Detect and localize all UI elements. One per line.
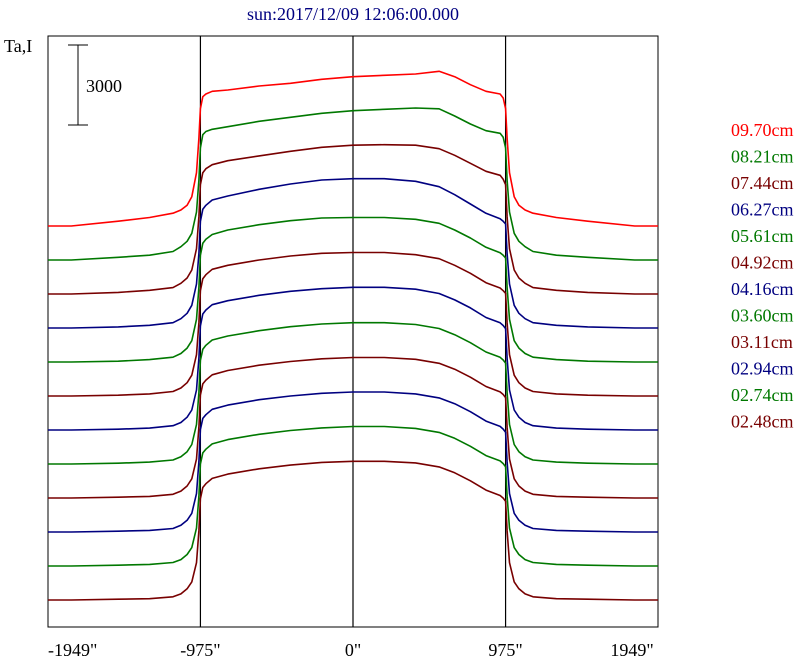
- legend: 09.70cm 08.21cm 07.44cm 06.27cm 05.61cm 04.92…: [731, 120, 794, 432]
- chart-title: sun:2017/12/09 12:06:00.000: [247, 4, 459, 24]
- legend-item-03.60cm: 03.60cm: [731, 306, 794, 326]
- series-line-04.16cm: [48, 286, 658, 431]
- x-tick-label: 1949": [610, 640, 653, 660]
- series-line-04.92cm: [48, 251, 658, 397]
- legend-item-02.74cm: 02.74cm: [731, 385, 794, 405]
- legend-item-04.92cm: 04.92cm: [731, 253, 794, 273]
- legend-item-03.11cm: 03.11cm: [731, 332, 793, 352]
- series-line-02.94cm: [48, 391, 658, 533]
- legend-item-08.21cm: 08.21cm: [731, 147, 794, 167]
- series-line-08.21cm: [48, 107, 658, 261]
- series-line-02.74cm: [48, 425, 658, 567]
- scale-bar: 3000: [68, 44, 122, 126]
- legend-item-02.48cm: 02.48cm: [731, 412, 794, 432]
- series-line-05.61cm: [48, 216, 658, 363]
- series-line-03.60cm: [48, 321, 658, 465]
- series-line-02.48cm: [48, 460, 658, 601]
- vertical-lines: [199, 36, 507, 627]
- series-line-09.70cm: [48, 70, 658, 227]
- y-axis-label: Ta,I: [4, 36, 32, 56]
- legend-item-04.16cm: 04.16cm: [731, 279, 794, 299]
- legend-item-09.70cm: 09.70cm: [731, 120, 794, 140]
- legend-item-02.94cm: 02.94cm: [731, 359, 794, 379]
- x-tick-label: 0": [345, 640, 361, 660]
- scale-bar-label: 3000: [86, 76, 122, 96]
- legend-item-05.61cm: 05.61cm: [731, 226, 794, 246]
- series-line-06.27cm: [48, 177, 658, 329]
- x-tick-label: -975": [180, 640, 220, 660]
- series-layer: [48, 70, 658, 601]
- legend-item-07.44cm: 07.44cm: [731, 173, 794, 193]
- series-line-03.11cm: [48, 356, 658, 499]
- x-tick-label: -1949": [48, 640, 97, 660]
- legend-item-06.27cm: 06.27cm: [731, 200, 794, 220]
- series-line-07.44cm: [48, 143, 658, 295]
- x-tick-label: 975": [488, 640, 522, 660]
- x-tick-labels: -1949" -975" 0" 975" 1949": [48, 640, 654, 660]
